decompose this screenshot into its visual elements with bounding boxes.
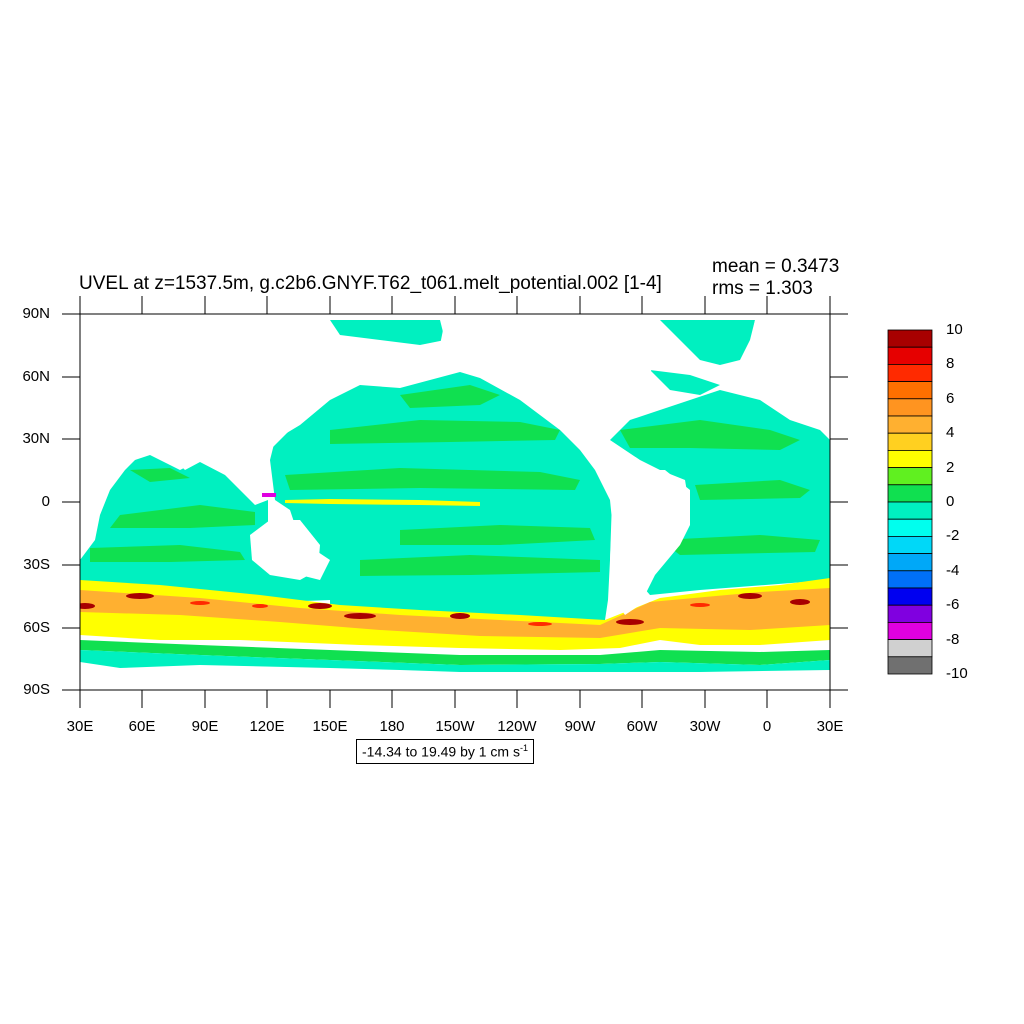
colorbar-swatch: [887, 587, 933, 606]
colorbar-swatch: [887, 518, 933, 537]
colorbar-swatch: [887, 346, 933, 365]
land-australia: [250, 520, 320, 580]
map-title: UVEL at z=1537.5m, g.c2b6.GNYF.T62_t061.…: [79, 273, 662, 294]
lon-label-60e: 60E: [128, 718, 156, 735]
lon-ticks: [79, 296, 831, 708]
land-europe-africa: [740, 320, 830, 430]
colorbar-swatch: [887, 432, 933, 451]
land-south-america: [610, 470, 690, 615]
colorbar-label: -4: [946, 561, 960, 579]
land-asia-gap: [80, 320, 330, 500]
colorbar-swatch: [887, 467, 933, 486]
positive-bands: [90, 385, 820, 576]
lon-label-30w: 30W: [689, 718, 721, 735]
colorbar-label: 2: [946, 458, 955, 476]
colorbar-swatch: [887, 604, 933, 623]
lat-label-30n: 30N: [22, 430, 50, 447]
colorbar-label: 8: [946, 355, 955, 373]
colorbar-swatch: [887, 553, 933, 572]
colorbar-swatch: [887, 639, 933, 658]
colorbar-swatch: [887, 656, 933, 675]
lon-label-180: 180: [379, 718, 405, 735]
lon-label-90w: 90W: [564, 718, 596, 735]
colorbar-swatch: [887, 622, 933, 641]
continents: [80, 320, 830, 690]
colorbar-swatch: [887, 536, 933, 555]
lon-label-60w: 60W: [626, 718, 658, 735]
colorbar-swatch: [887, 449, 933, 468]
land-north-america: [440, 320, 660, 460]
lat-label-30s: 30S: [23, 556, 50, 573]
lat-label-60s: 60S: [23, 619, 50, 636]
colorbar-label: -2: [946, 527, 960, 545]
lon-label-90e: 90E: [191, 718, 219, 735]
colorbar-label: -10: [946, 665, 968, 682]
lon-label-0: 0: [762, 718, 772, 735]
colorbar-swatch: [887, 570, 933, 589]
colorbar-label: 0: [946, 493, 955, 510]
lon-label-30e: 30E: [66, 718, 94, 735]
lat-label-equator: 0: [41, 493, 50, 510]
acc-streaks: [190, 601, 710, 626]
lat-label-90n: 90N: [22, 305, 50, 322]
lat-ticks: [62, 313, 848, 691]
acc-orange: [80, 588, 830, 638]
equatorial-jet-west: [262, 493, 276, 497]
colorbar-label: -6: [946, 596, 960, 614]
acc-green-rim: [80, 640, 830, 665]
ocean-greenland: [660, 320, 755, 365]
colorbar-label: 6: [946, 389, 955, 407]
ocean-arctic: [330, 320, 445, 345]
colorbar-swatch: [887, 501, 933, 520]
rms-label: rms = 1.303: [712, 278, 813, 299]
colorbar-label: 4: [946, 424, 955, 442]
colorbar-label: 10: [946, 321, 963, 338]
equatorial-jet: [285, 499, 480, 506]
ocean-field: [80, 314, 830, 690]
colorbar-swatch: [887, 398, 933, 417]
contour-info-text: -14.34 to 19.49 by 1 cm s: [362, 743, 520, 760]
lon-label-150e: 150E: [312, 718, 348, 735]
lon-label-120w: 120W: [497, 718, 537, 735]
contour-info-superscript: -1: [519, 743, 528, 753]
colorbar-swatch: [887, 381, 933, 400]
acc-outer: [80, 650, 830, 672]
colorbar-swatch: [887, 329, 933, 348]
lon-label-30e-right: 30E: [816, 718, 844, 735]
colorbar-swatch: [887, 363, 933, 382]
lon-label-120e: 120E: [249, 718, 285, 735]
lon-label-150w: 150W: [435, 718, 475, 735]
colorbar-swatch: [887, 484, 933, 503]
mean-label: mean = 0.3473: [712, 256, 840, 277]
colorbar: [887, 329, 933, 675]
contour-info-box: -14.34 to 19.49 by 1 cm s-1: [356, 739, 534, 764]
lat-label-60n: 60N: [22, 368, 50, 385]
colorbar-swatch: [887, 415, 933, 434]
acc-jets: [80, 593, 810, 625]
lat-label-90s: 90S: [23, 681, 50, 698]
land-antarctica: [80, 672, 830, 690]
colorbar-label: -8: [946, 630, 960, 648]
ocean-north-atlantic: [650, 370, 720, 395]
